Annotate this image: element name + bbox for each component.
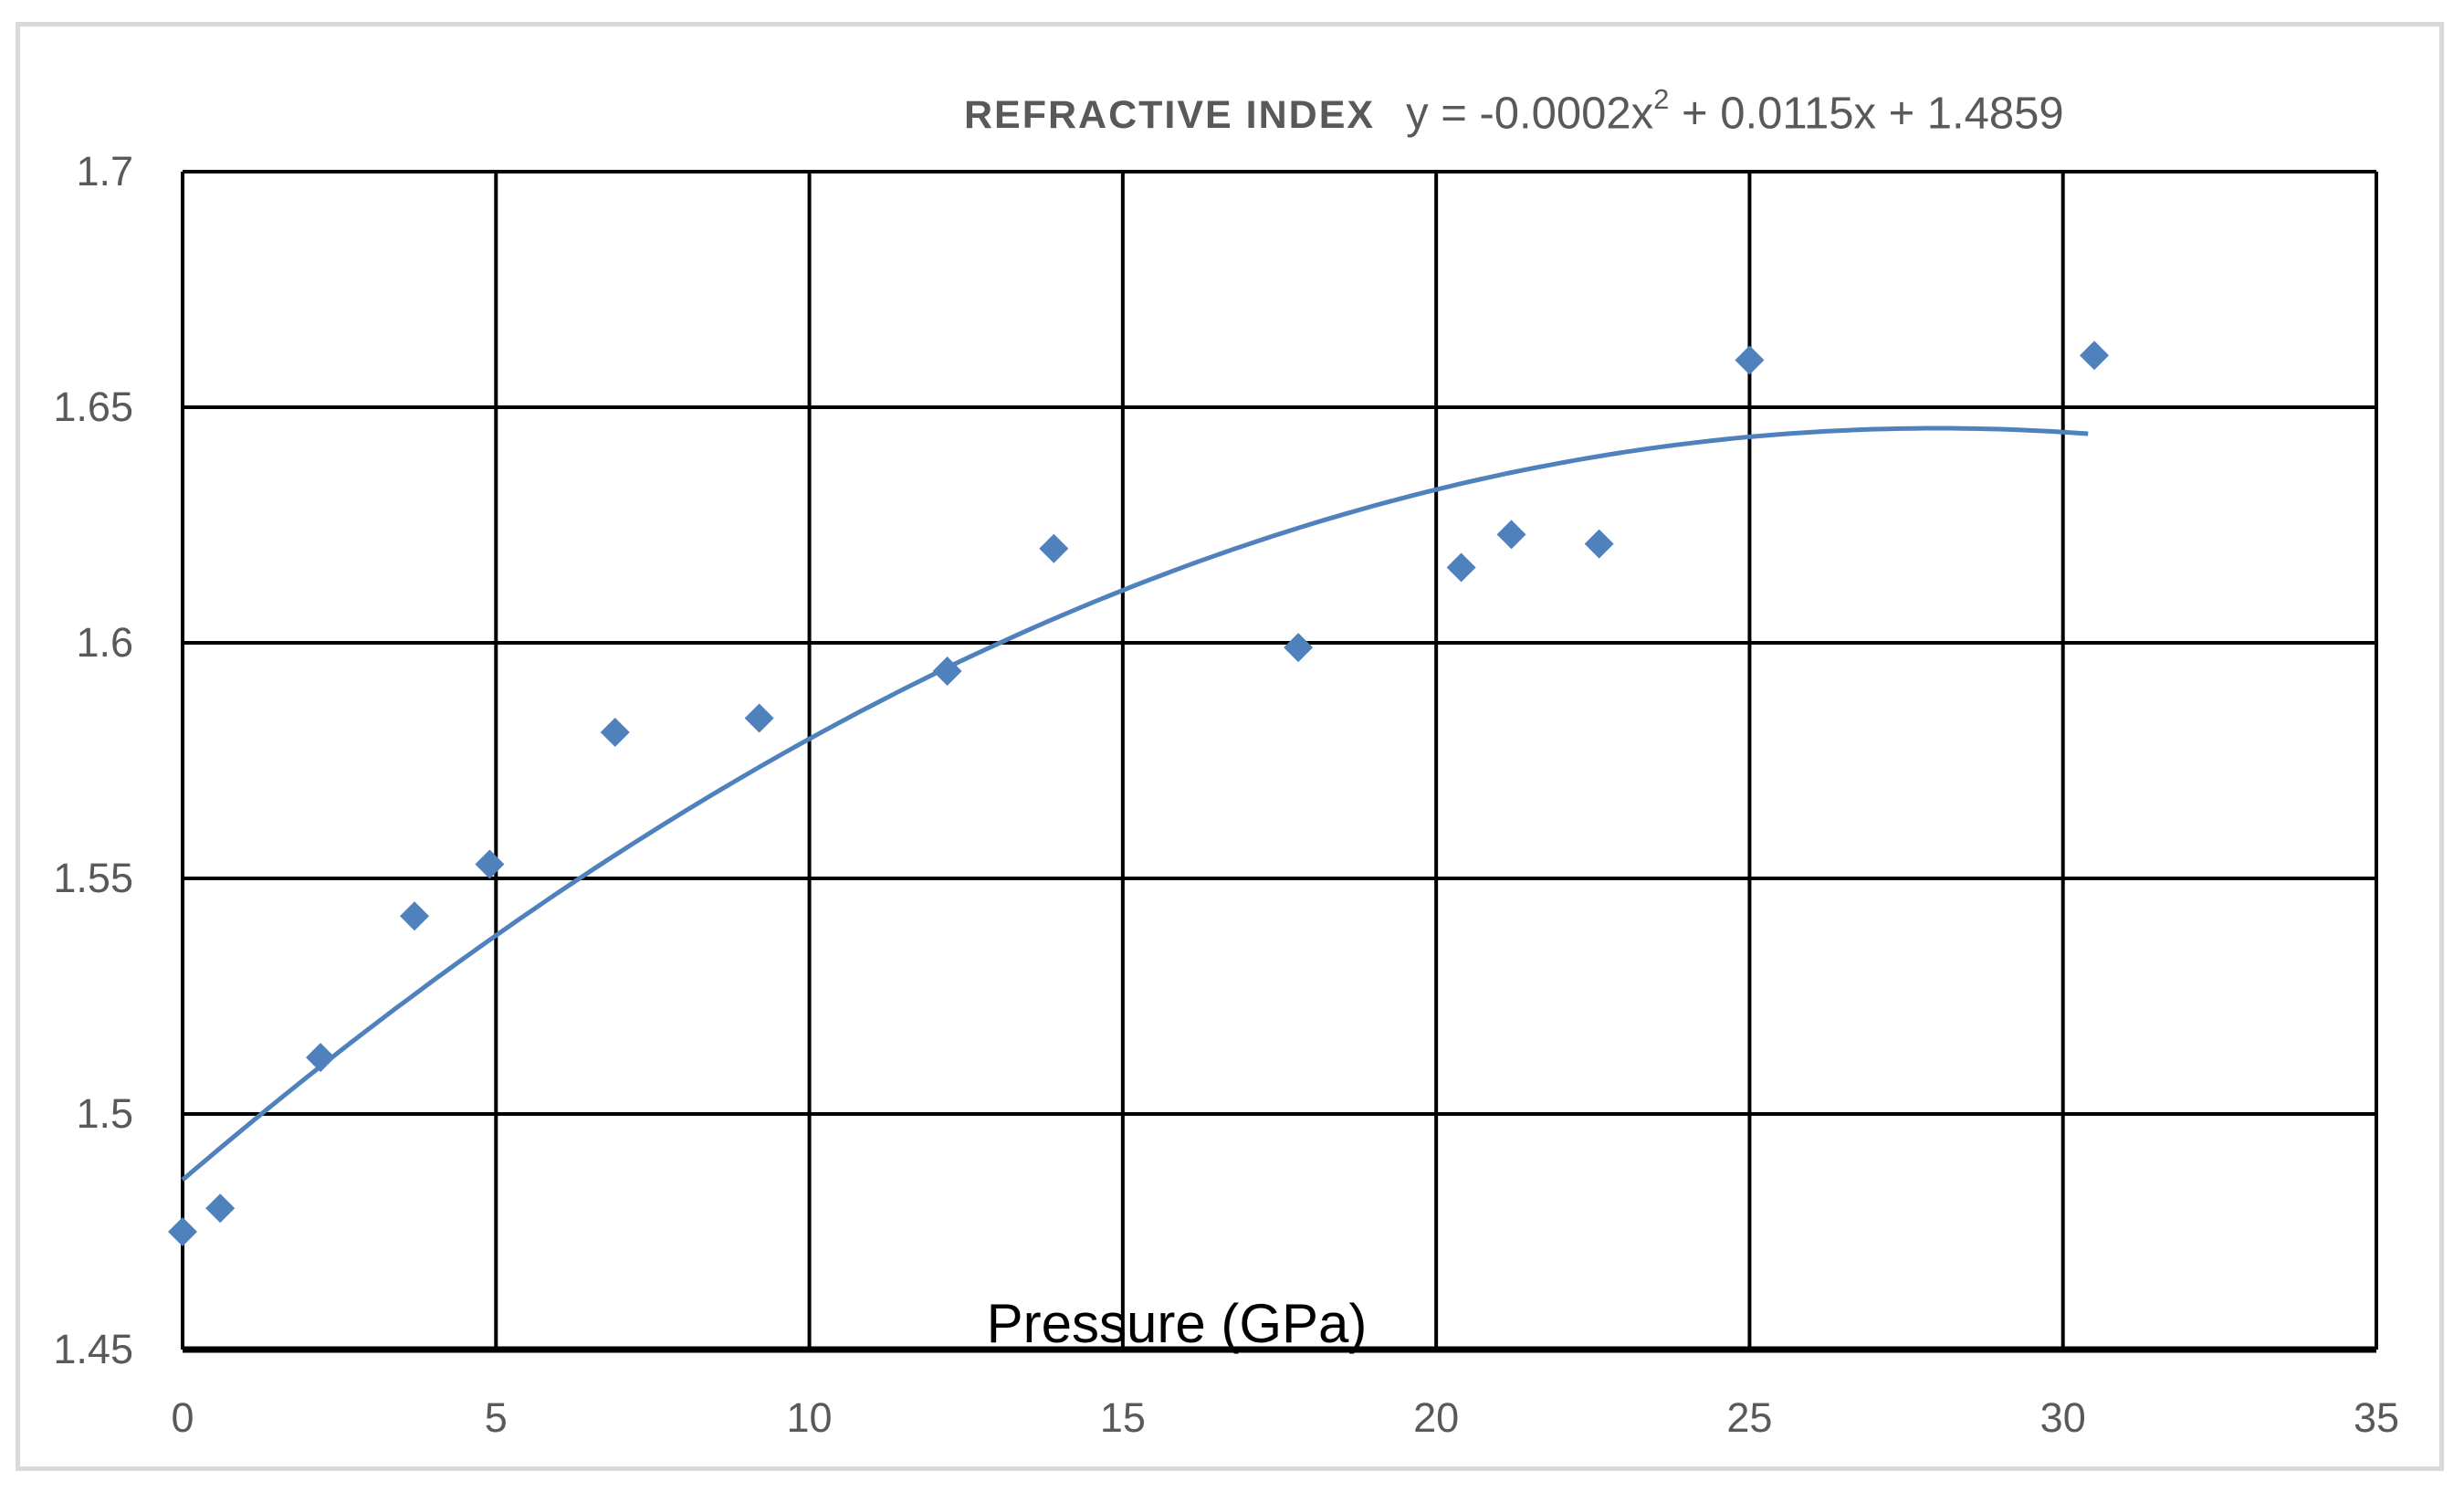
data-point-marker	[475, 849, 505, 879]
x-axis-title: Pressure (GPa)	[986, 1293, 1368, 1354]
data-point-marker	[1496, 520, 1526, 550]
y-axis-tick-label-1.6: 1.6	[76, 619, 133, 666]
y-axis-tick-label-1.55: 1.55	[53, 855, 133, 901]
x-axis-tick-label-20: 20	[1413, 1394, 1460, 1441]
data-point-marker	[600, 718, 630, 748]
data-point-marker	[1584, 529, 1614, 559]
chart-title-text: REFRACTIVE INDEX	[964, 93, 1376, 138]
x-axis-tick-label-5: 5	[484, 1394, 508, 1441]
data-point-marker	[2080, 341, 2110, 371]
y-axis-tick-label-1.7: 1.7	[76, 148, 133, 194]
y-axis-tick-label-1.45: 1.45	[53, 1326, 133, 1372]
x-axis-tick-label-25: 25	[1726, 1394, 1773, 1441]
trendline-equation-suffix: + 0.0115x + 1.4859	[1669, 89, 2064, 139]
trendline-curve	[181, 426, 2089, 1182]
data-point-marker	[400, 901, 430, 931]
data-point-marker	[1039, 533, 1069, 563]
chart-title: REFRACTIVE INDEX y = -0.0002x2 + 0.0115x…	[964, 83, 2064, 139]
y-axis-tick-label-1.5: 1.5	[76, 1090, 133, 1137]
chart-frame	[16, 22, 2444, 1471]
data-point-marker	[744, 703, 774, 733]
x-axis-tick-label-10: 10	[786, 1394, 833, 1441]
data-point-marker	[932, 656, 962, 686]
trendline-equation-prefix: y = -0.0002x	[1406, 89, 1654, 139]
x-axis-tick-label-30: 30	[2039, 1394, 2086, 1441]
data-point-marker	[1735, 345, 1765, 375]
x-axis-tick-label-0: 0	[171, 1394, 194, 1441]
trendline-equation: y = -0.0002x2 + 0.0115x + 1.4859	[1406, 83, 2064, 139]
trendline-equation-exponent: 2	[1653, 83, 1670, 115]
data-point-marker	[205, 1193, 236, 1224]
data-point-marker	[168, 1217, 197, 1246]
x-axis-tick-label-15: 15	[1099, 1394, 1146, 1441]
data-point-marker	[306, 1043, 336, 1073]
data-point-marker	[1446, 552, 1476, 583]
y-axis-tick-label-1.65: 1.65	[53, 384, 133, 430]
data-point-marker	[1284, 633, 1314, 663]
x-axis-tick-label-35: 35	[2353, 1394, 2400, 1441]
